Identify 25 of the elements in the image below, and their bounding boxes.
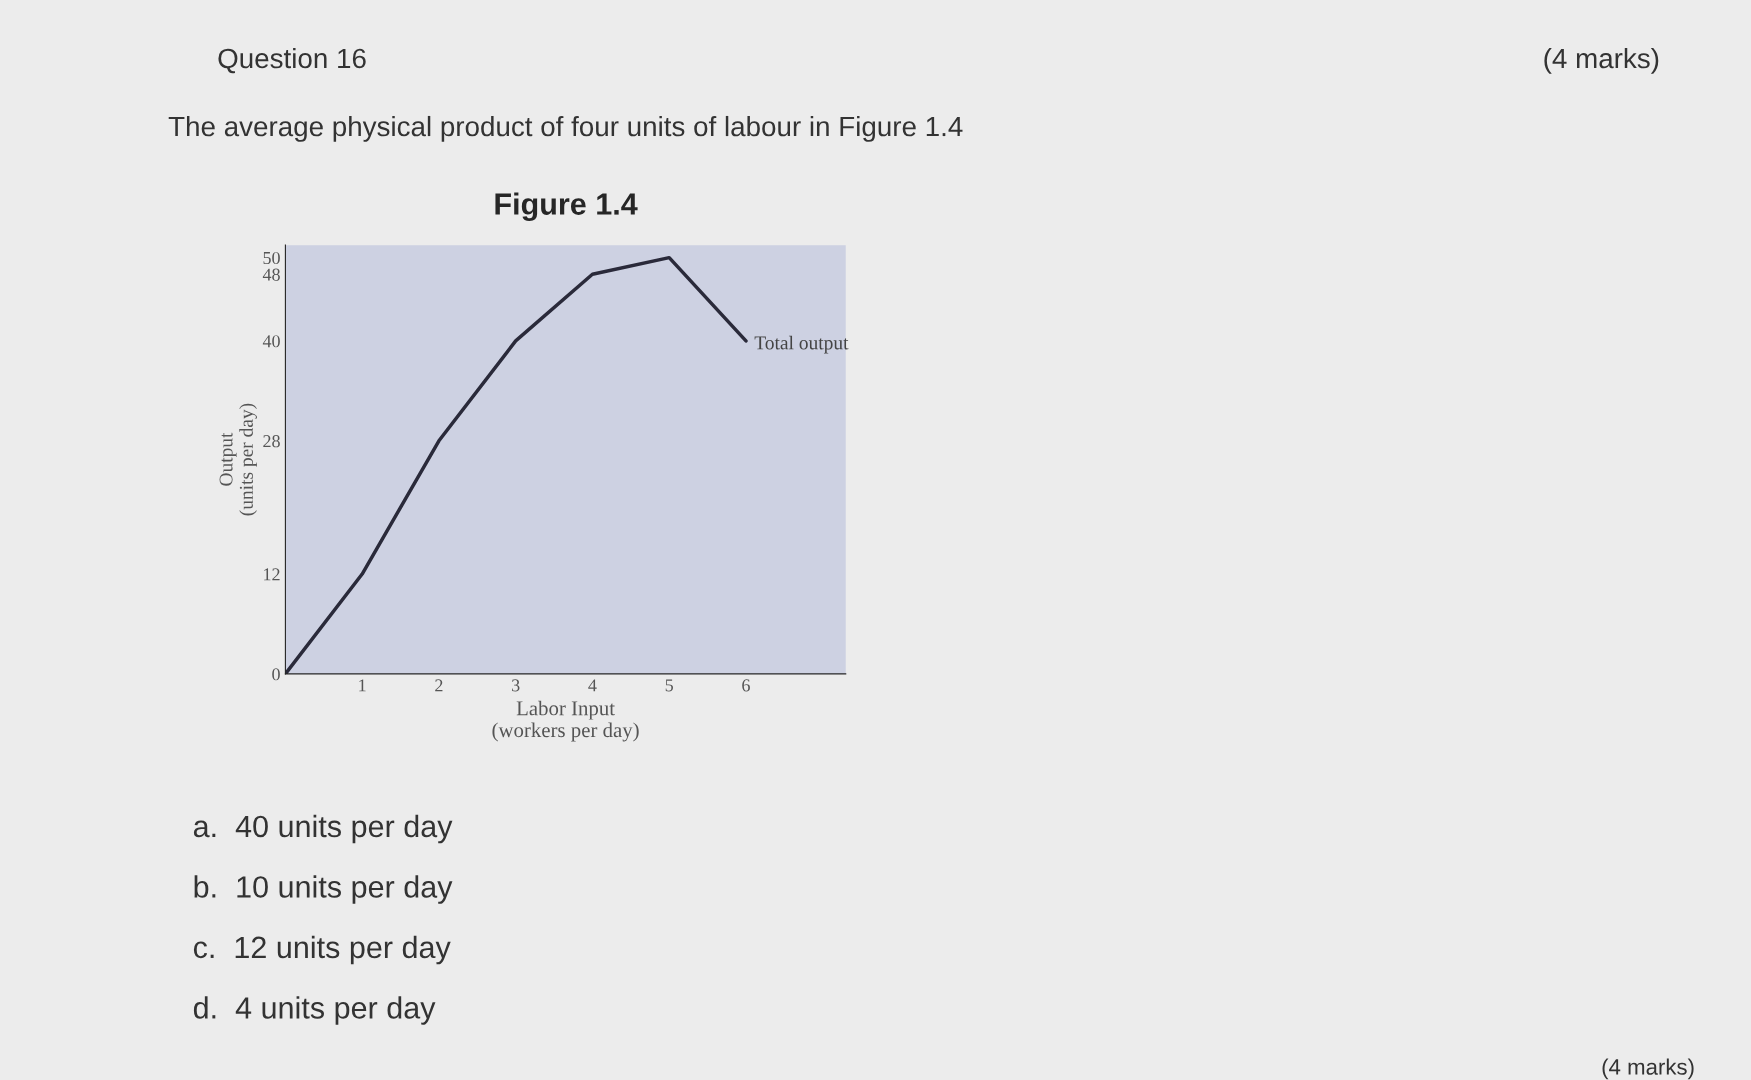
line-series <box>285 255 748 674</box>
annotation: Total output <box>754 335 849 354</box>
text: d. 4 units per day <box>193 996 436 1025</box>
y-tick-label: 48 <box>262 268 280 281</box>
text: a. 40 units per day <box>193 814 453 844</box>
y-tick-label: 40 <box>262 335 280 348</box>
text: (4 marks) <box>1544 47 1659 74</box>
y-tick-label: 12 <box>264 568 280 581</box>
text: Question 16 <box>218 47 366 74</box>
text: b. 10 units per day <box>194 875 453 904</box>
y-tick-label: 0 <box>272 668 280 681</box>
x-axis-title: Labor Input (workers per day) <box>492 700 639 742</box>
text: The average physical product of four units of labour in Figure 1.4 <box>168 115 963 142</box>
x-tick-label: 3 <box>512 679 520 692</box>
y-axis-title: Output (units per day) <box>219 403 257 516</box>
x-tick-label: 2 <box>435 679 443 692</box>
y-tick-label: 50 <box>263 251 280 265</box>
y-tick-label: 28 <box>263 435 280 448</box>
x-tick-label: 4 <box>588 679 597 692</box>
x-tick-label: 1 <box>359 679 366 692</box>
x-tick-label: 6 <box>742 679 750 692</box>
text: c. 12 units per day <box>193 935 451 965</box>
text: (4 marks) <box>1602 1058 1694 1080</box>
chart-title: Figure 1.4 <box>495 192 638 222</box>
x-tick-label: 5 <box>665 679 673 692</box>
